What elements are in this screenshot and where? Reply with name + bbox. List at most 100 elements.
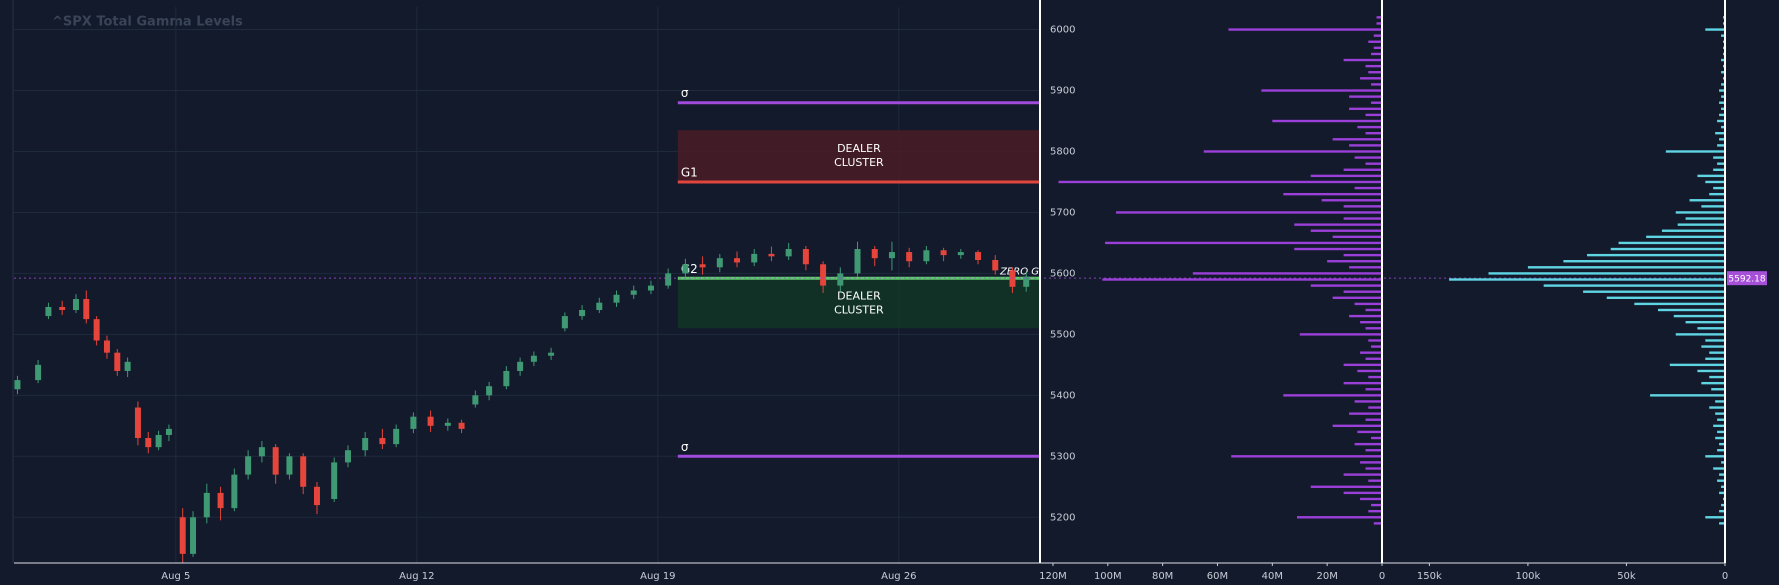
- bar: [1563, 260, 1725, 263]
- bar: [1543, 284, 1725, 287]
- bar: [1685, 320, 1725, 324]
- x-tick-label: 100M: [1094, 571, 1122, 582]
- bar: [1634, 302, 1725, 306]
- bar: [1618, 241, 1725, 245]
- bar: [1697, 174, 1725, 178]
- bar: [1343, 491, 1382, 495]
- bar: [1713, 168, 1725, 171]
- bar: [1373, 522, 1382, 525]
- bar: [1360, 497, 1382, 501]
- y-tick-label: 5500: [1050, 329, 1075, 340]
- candle-body: [957, 252, 964, 256]
- bar: [1310, 485, 1382, 488]
- bar: [1717, 418, 1725, 421]
- bar: [1365, 357, 1382, 360]
- bar: [1719, 442, 1725, 446]
- bar: [1721, 503, 1725, 507]
- candle-body: [444, 422, 451, 426]
- bar: [1343, 168, 1382, 171]
- candle-body: [165, 428, 172, 435]
- level-label: σ: [681, 440, 689, 454]
- bar: [1713, 186, 1725, 190]
- bar: [1697, 327, 1725, 330]
- bar: [1371, 83, 1382, 86]
- bar: [1376, 16, 1382, 19]
- bar: [1701, 205, 1725, 208]
- candle-body: [231, 474, 238, 509]
- bar: [1721, 58, 1725, 62]
- bar: [1715, 131, 1725, 135]
- bar: [1203, 150, 1382, 153]
- bar: [1701, 381, 1725, 385]
- candle-body: [114, 352, 121, 371]
- x-tick-label: Aug 26: [881, 571, 916, 582]
- bar: [1231, 455, 1382, 458]
- bar: [1721, 83, 1725, 86]
- candle-body: [734, 258, 741, 263]
- candle-body: [699, 264, 706, 268]
- bar: [1365, 388, 1382, 391]
- bar: [1272, 119, 1382, 123]
- x-tick-label: 50k: [1617, 571, 1636, 582]
- candle-body: [410, 416, 417, 429]
- candle-body: [93, 319, 100, 341]
- candle-body: [579, 309, 586, 317]
- candle-body: [596, 302, 603, 310]
- bar: [1717, 449, 1725, 452]
- bar: [1299, 333, 1382, 336]
- x-tick-label: 20M: [1316, 571, 1337, 582]
- bar: [1709, 406, 1725, 409]
- bar: [1689, 199, 1725, 202]
- bar: [1719, 491, 1725, 495]
- candle-body: [548, 352, 555, 356]
- y-tick-label: 5900: [1050, 86, 1075, 97]
- bar: [1376, 22, 1382, 25]
- candle-body: [45, 306, 52, 317]
- bar: [1685, 217, 1725, 220]
- candle-body: [1009, 270, 1016, 287]
- candle-body: [14, 380, 21, 390]
- bar: [1587, 253, 1725, 257]
- bar: [1697, 369, 1725, 373]
- candle-body: [802, 249, 809, 265]
- candle-body: [992, 260, 999, 271]
- bar: [1721, 107, 1725, 111]
- candle-body: [313, 486, 320, 506]
- bar: [1321, 199, 1382, 202]
- bar: [1354, 442, 1382, 446]
- bar: [1717, 430, 1725, 434]
- bar: [1354, 156, 1382, 159]
- candle-body: [272, 447, 279, 475]
- bar: [1368, 339, 1382, 342]
- bar: [1721, 485, 1725, 488]
- candle-body: [1023, 276, 1030, 287]
- x-tick-label: 40M: [1262, 571, 1283, 582]
- bar: [1365, 308, 1382, 312]
- x-tick-label: 0: [1379, 571, 1385, 582]
- candle-body: [258, 447, 265, 457]
- bar: [1343, 473, 1382, 476]
- bar: [1675, 211, 1725, 214]
- bar: [1715, 436, 1725, 440]
- candle-body: [134, 407, 141, 439]
- bar: [1717, 162, 1725, 165]
- bar: [1583, 290, 1725, 293]
- bar: [1717, 144, 1725, 147]
- bar: [1373, 34, 1382, 37]
- candle-body: [940, 250, 947, 256]
- candle-body: [72, 299, 79, 310]
- zone-label-line: CLUSTER: [834, 156, 884, 169]
- bar: [1705, 516, 1725, 519]
- bar: [1332, 138, 1382, 141]
- candle-body: [458, 422, 465, 429]
- x-tick-label: 120M: [1039, 571, 1067, 582]
- candle-body: [344, 450, 351, 463]
- bar: [1349, 314, 1382, 318]
- x-tick-label: 0: [1722, 571, 1728, 582]
- candle-body: [923, 250, 930, 262]
- bar: [1354, 302, 1382, 306]
- bar: [1371, 436, 1382, 440]
- bar: [1354, 400, 1382, 403]
- bar: [1343, 381, 1382, 385]
